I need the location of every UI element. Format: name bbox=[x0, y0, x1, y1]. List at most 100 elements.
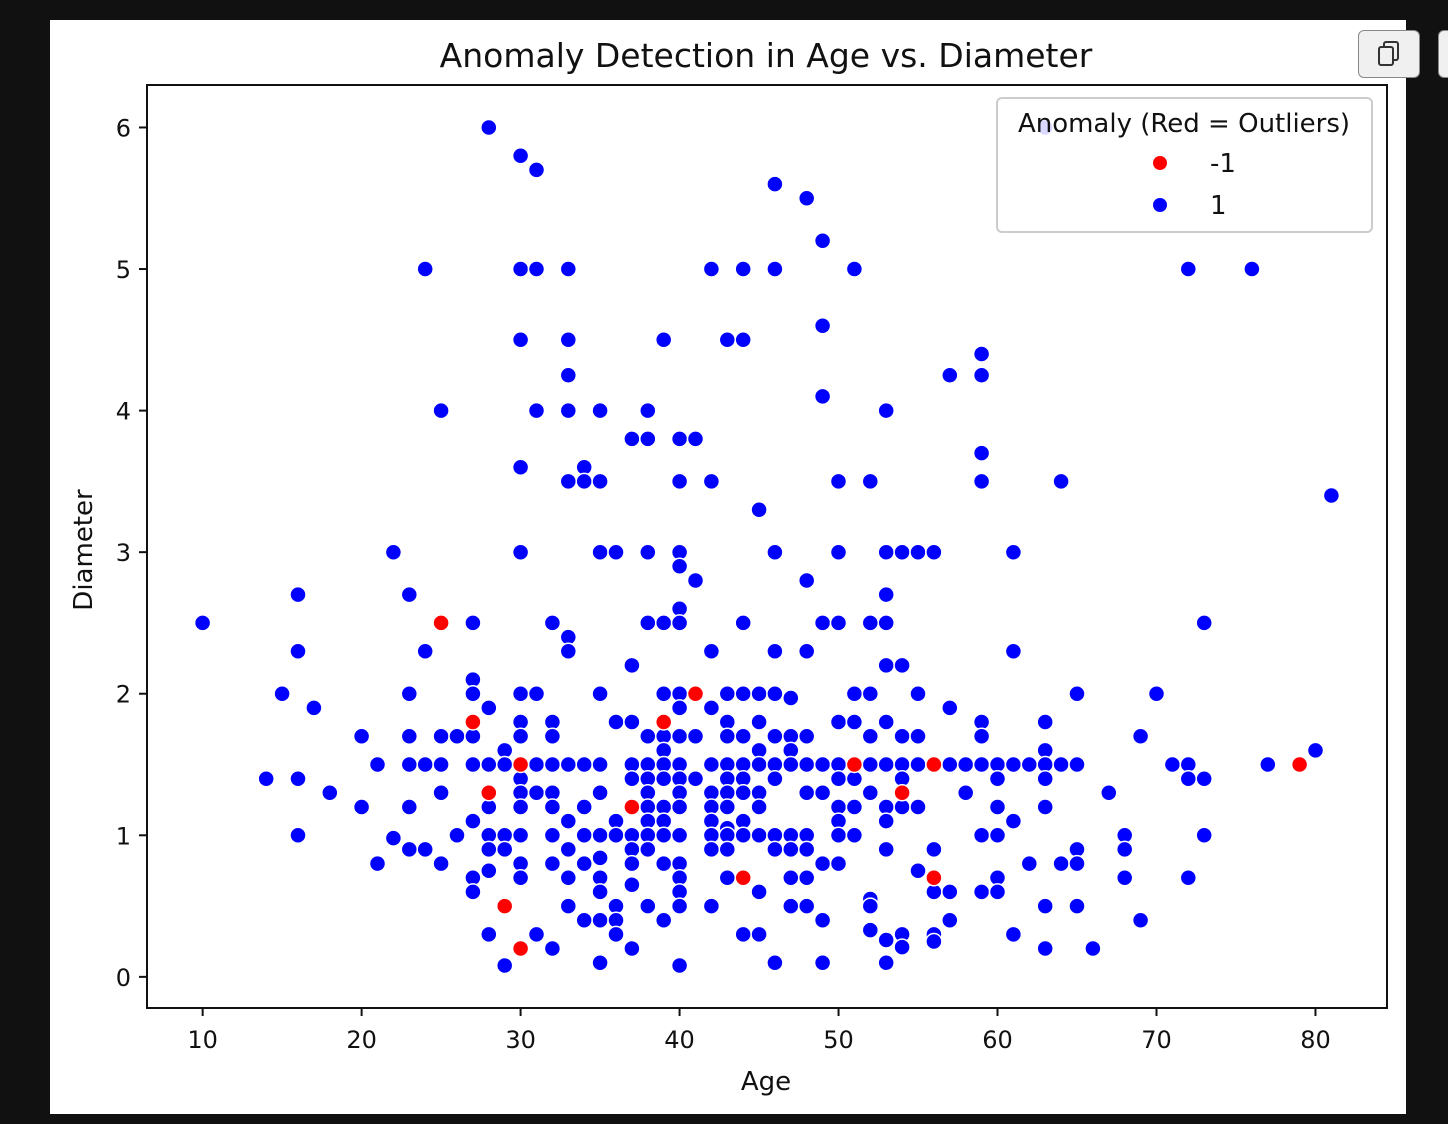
inlier-point bbox=[1020, 755, 1039, 774]
inlier-point bbox=[511, 798, 530, 816]
inlier-point bbox=[734, 784, 752, 802]
inlier-point bbox=[1100, 784, 1118, 802]
inlier-point bbox=[686, 769, 705, 788]
inlier-point bbox=[972, 444, 991, 462]
inlier-point bbox=[1147, 684, 1166, 703]
inlier-point bbox=[972, 826, 991, 845]
inlier-point bbox=[511, 147, 530, 165]
inlier-point bbox=[400, 727, 419, 745]
inlier-point bbox=[559, 869, 578, 887]
outlier-point bbox=[464, 713, 482, 731]
inlier-point bbox=[654, 854, 673, 873]
inlier-point bbox=[511, 684, 530, 703]
inlier-point bbox=[925, 840, 943, 859]
inlier-point bbox=[352, 798, 371, 816]
inlier-point bbox=[432, 755, 450, 774]
inlier-point bbox=[861, 614, 880, 632]
inlier-point bbox=[988, 769, 1007, 788]
inlier-point bbox=[877, 812, 895, 830]
inlier-point bbox=[877, 840, 895, 859]
inlier-point bbox=[559, 260, 578, 278]
inlier-point bbox=[829, 713, 848, 731]
inlier-point bbox=[607, 543, 625, 561]
inlier-point bbox=[972, 366, 991, 384]
inlier-point bbox=[782, 755, 800, 774]
inlier-point bbox=[607, 826, 625, 845]
inlier-point bbox=[1036, 897, 1054, 915]
inlier-point bbox=[591, 472, 609, 491]
outlier-point bbox=[511, 755, 530, 774]
inlier-point bbox=[797, 189, 816, 208]
inlier-point bbox=[829, 826, 848, 845]
inlier-point bbox=[845, 684, 864, 703]
inlier-point bbox=[877, 713, 895, 731]
inlier-point bbox=[686, 571, 705, 590]
x-tick-label: 50 bbox=[823, 1026, 854, 1054]
copy-button[interactable] bbox=[1358, 30, 1420, 78]
inlier-point bbox=[845, 713, 864, 731]
inlier-point bbox=[797, 571, 816, 590]
outlier-point bbox=[495, 897, 514, 915]
inlier-point bbox=[909, 755, 927, 774]
inlier-point bbox=[718, 840, 737, 859]
inlier-point bbox=[909, 727, 927, 745]
inlier-point bbox=[1036, 769, 1054, 788]
inlier-point bbox=[877, 614, 895, 632]
inlier-point bbox=[495, 840, 514, 859]
inlier-point bbox=[527, 755, 546, 774]
inlier-point bbox=[1036, 798, 1054, 816]
secondary-button[interactable] bbox=[1438, 30, 1448, 78]
inlier-point bbox=[1195, 826, 1213, 845]
inlier-point bbox=[782, 869, 800, 887]
inlier-point bbox=[368, 755, 387, 774]
inlier-point bbox=[416, 755, 434, 774]
inlier-point bbox=[670, 430, 689, 448]
inlier-point bbox=[639, 727, 657, 745]
inlier-point bbox=[813, 316, 832, 335]
x-tick-label: 40 bbox=[664, 1026, 695, 1054]
inlier-point bbox=[988, 826, 1007, 845]
inlier-point bbox=[829, 854, 848, 873]
inlier-point bbox=[718, 727, 737, 745]
inlier-point bbox=[893, 656, 911, 675]
inlier-point bbox=[448, 727, 466, 745]
inlier-point bbox=[750, 883, 768, 901]
inlier-point bbox=[925, 543, 943, 561]
y-tick-label: 2 bbox=[116, 681, 131, 709]
inlier-point bbox=[972, 883, 991, 901]
inlier-point bbox=[511, 458, 530, 476]
inlier-point bbox=[639, 543, 657, 561]
inlier-point bbox=[766, 684, 784, 703]
inlier-point bbox=[559, 812, 578, 830]
inlier-point bbox=[813, 614, 832, 632]
y-tick-label: 6 bbox=[116, 114, 131, 142]
inlier-point bbox=[909, 798, 927, 816]
inlier-point bbox=[734, 260, 752, 278]
inlier-point bbox=[1306, 741, 1325, 760]
inlier-point bbox=[1036, 713, 1054, 731]
inlier-point bbox=[670, 897, 689, 915]
inlier-point bbox=[527, 260, 546, 278]
inlier-point bbox=[384, 829, 403, 847]
inlier-point bbox=[543, 614, 562, 632]
y-tick-label: 5 bbox=[116, 256, 131, 284]
inlier-point bbox=[670, 472, 689, 491]
inlier-point bbox=[877, 656, 895, 675]
figure: Anomaly Detection in Age vs. Diameter 10… bbox=[50, 20, 1406, 1114]
inlier-point bbox=[480, 861, 498, 880]
inlier-point bbox=[591, 953, 609, 972]
inlier-point bbox=[289, 585, 307, 604]
inlier-point bbox=[766, 175, 784, 193]
inlier-point bbox=[1115, 869, 1134, 887]
inlier-point bbox=[1179, 769, 1198, 788]
inlier-point bbox=[639, 430, 657, 448]
inlier-point bbox=[543, 798, 562, 816]
inlier-point bbox=[893, 543, 911, 561]
inlier-point bbox=[702, 699, 721, 717]
inlier-point bbox=[766, 840, 784, 859]
inlier-point bbox=[654, 331, 673, 349]
inlier-point bbox=[1131, 911, 1150, 929]
inlier-point bbox=[782, 840, 800, 859]
inlier-point bbox=[400, 755, 419, 774]
inlier-point bbox=[575, 854, 593, 873]
